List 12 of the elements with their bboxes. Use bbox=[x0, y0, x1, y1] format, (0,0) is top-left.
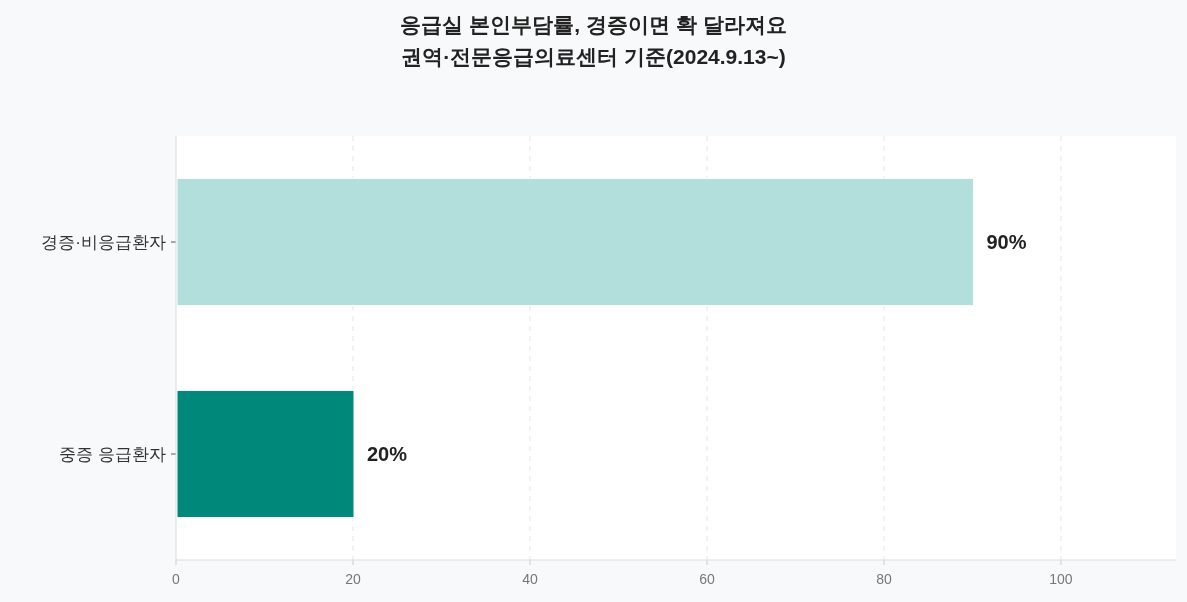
chart-title: 응급실 본인부담률, 경증이면 확 달라져요 bbox=[400, 13, 787, 36]
x-tick-label: 40 bbox=[522, 571, 538, 587]
chart-subtitle: 권역·전문응급의료센터 기준(2024.9.13~) bbox=[401, 45, 786, 68]
y-tick-label: 중증 응급환자 bbox=[59, 445, 166, 464]
x-tick-label: 80 bbox=[876, 571, 892, 587]
x-tick-label: 60 bbox=[699, 571, 715, 587]
data-label: 20% bbox=[366, 443, 408, 465]
y-tick-label: 경증·비응급환자 bbox=[41, 233, 166, 252]
x-tick-label: 0 bbox=[172, 571, 181, 587]
x-tick-label: 100 bbox=[1049, 571, 1073, 587]
data-label: 90% bbox=[986, 231, 1027, 253]
x-tick-label: 20 bbox=[345, 571, 361, 587]
